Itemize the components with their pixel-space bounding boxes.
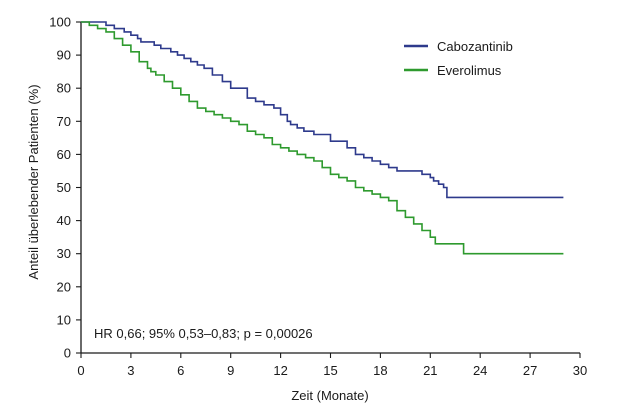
x-tick-label: 0	[77, 363, 84, 378]
x-axis-label: Zeit (Monate)	[291, 388, 368, 403]
y-axis: 0 10 20 30 40 50 60 70 80 90 100	[49, 15, 82, 361]
y-tick-label: 60	[57, 147, 71, 162]
y-tick-label: 70	[57, 114, 71, 129]
x-axis: 0 3 6 9 12 15 18 21 24 27 30	[77, 352, 587, 378]
x-tick-label: 3	[127, 363, 134, 378]
y-tick-label: 30	[57, 246, 71, 261]
legend-label-cabozantinib: Cabozantinib	[437, 39, 513, 54]
y-tick-label: 90	[57, 48, 71, 63]
x-tick-label: 24	[473, 363, 487, 378]
x-tick-label: 15	[323, 363, 337, 378]
x-tick-label: 27	[523, 363, 537, 378]
y-tick-label: 20	[57, 279, 71, 294]
x-tick-label: 21	[423, 363, 437, 378]
legend: Cabozantinib Everolimus	[404, 39, 513, 78]
series-line-everolimus	[81, 21, 564, 255]
y-tick-label: 0	[64, 346, 71, 361]
x-tick-label: 9	[227, 363, 234, 378]
hazard-ratio-annotation: HR 0,66; 95% 0,53–0,83; p = 0,00026	[94, 326, 313, 341]
x-tick-label: 30	[573, 363, 587, 378]
y-tick-label: 100	[49, 15, 71, 30]
legend-label-everolimus: Everolimus	[437, 63, 502, 78]
x-tick-label: 18	[373, 363, 387, 378]
series-layer	[81, 21, 564, 255]
y-tick-label: 10	[57, 312, 71, 327]
x-tick-label: 12	[273, 363, 287, 378]
y-axis-label: Anteil überlebender Patienten (%)	[26, 84, 41, 279]
x-tick-label: 6	[177, 363, 184, 378]
y-tick-label: 40	[57, 213, 71, 228]
y-tick-label: 80	[57, 81, 71, 96]
y-tick-label: 50	[57, 180, 71, 195]
series-line-cabozantinib	[81, 21, 564, 199]
